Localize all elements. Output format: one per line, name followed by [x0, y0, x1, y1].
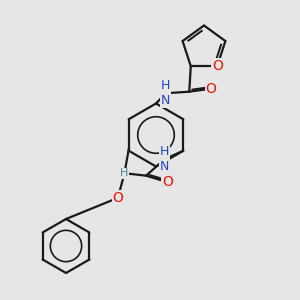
Text: H
N: H N: [160, 145, 169, 173]
Text: O: O: [112, 191, 123, 205]
Text: O: O: [212, 59, 223, 73]
Text: H
N: H N: [161, 79, 171, 107]
Text: O: O: [162, 175, 173, 189]
Text: H: H: [120, 168, 129, 178]
Text: O: O: [206, 82, 216, 96]
